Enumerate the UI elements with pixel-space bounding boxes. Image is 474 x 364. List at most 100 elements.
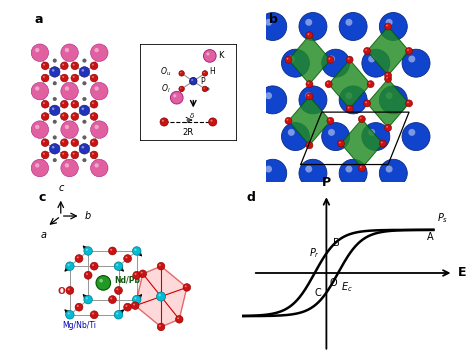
Circle shape — [52, 107, 55, 110]
Circle shape — [65, 310, 74, 319]
Circle shape — [35, 48, 39, 52]
Circle shape — [287, 119, 288, 121]
Circle shape — [53, 158, 56, 162]
Circle shape — [407, 102, 409, 103]
Circle shape — [259, 86, 287, 114]
Circle shape — [265, 19, 272, 26]
Circle shape — [90, 100, 98, 108]
Circle shape — [41, 151, 49, 159]
Circle shape — [94, 86, 99, 91]
Circle shape — [31, 44, 49, 62]
Circle shape — [73, 76, 74, 78]
Circle shape — [346, 105, 353, 112]
Text: O: O — [330, 278, 337, 288]
Circle shape — [65, 262, 74, 270]
Circle shape — [62, 64, 64, 66]
Circle shape — [86, 297, 88, 299]
Circle shape — [49, 105, 60, 116]
Circle shape — [79, 105, 90, 116]
Circle shape — [65, 125, 69, 129]
Circle shape — [346, 19, 353, 26]
Circle shape — [282, 49, 310, 77]
Circle shape — [96, 276, 110, 290]
Circle shape — [92, 76, 94, 78]
Circle shape — [35, 163, 39, 167]
Circle shape — [308, 95, 309, 96]
Circle shape — [90, 151, 98, 159]
Polygon shape — [135, 266, 187, 327]
Circle shape — [322, 49, 350, 77]
Circle shape — [114, 262, 123, 270]
Text: $P_r$: $P_r$ — [309, 246, 319, 260]
Circle shape — [75, 254, 83, 262]
Circle shape — [175, 316, 183, 323]
Polygon shape — [328, 60, 371, 108]
Circle shape — [386, 25, 388, 26]
Circle shape — [61, 74, 68, 82]
Circle shape — [135, 249, 137, 251]
Circle shape — [61, 139, 68, 147]
Circle shape — [94, 125, 99, 129]
Circle shape — [133, 271, 141, 279]
Circle shape — [288, 55, 295, 63]
Circle shape — [43, 102, 45, 104]
Circle shape — [156, 292, 165, 301]
Circle shape — [346, 166, 353, 173]
Circle shape — [408, 129, 415, 136]
Circle shape — [171, 91, 183, 104]
Circle shape — [365, 49, 367, 51]
Circle shape — [306, 81, 313, 88]
Circle shape — [75, 303, 83, 311]
Circle shape — [126, 256, 128, 258]
Circle shape — [71, 112, 79, 120]
Circle shape — [41, 139, 49, 147]
Circle shape — [86, 273, 88, 275]
Circle shape — [43, 114, 45, 116]
Text: $O_l$: $O_l$ — [162, 83, 171, 95]
Circle shape — [84, 295, 92, 304]
Circle shape — [92, 64, 94, 66]
Circle shape — [114, 310, 123, 319]
Circle shape — [53, 97, 56, 101]
Circle shape — [386, 74, 388, 75]
Circle shape — [94, 48, 99, 52]
Circle shape — [346, 56, 353, 63]
Circle shape — [86, 249, 88, 251]
Circle shape — [61, 151, 68, 159]
Circle shape — [91, 44, 108, 62]
Circle shape — [346, 92, 353, 99]
Circle shape — [299, 86, 327, 114]
Text: P: P — [322, 176, 331, 189]
Circle shape — [91, 121, 108, 138]
Text: a: a — [35, 12, 43, 25]
Circle shape — [339, 86, 367, 114]
Circle shape — [52, 69, 55, 72]
Circle shape — [133, 304, 135, 305]
Circle shape — [124, 303, 132, 311]
Circle shape — [306, 142, 313, 149]
Circle shape — [65, 86, 69, 91]
Circle shape — [159, 325, 161, 327]
Text: K: K — [219, 51, 224, 60]
Text: Mg/Nb/Ti: Mg/Nb/Ti — [62, 321, 96, 330]
Circle shape — [53, 59, 56, 62]
Polygon shape — [289, 96, 330, 145]
Circle shape — [328, 55, 335, 63]
Circle shape — [282, 123, 310, 151]
Circle shape — [84, 247, 92, 255]
Circle shape — [52, 146, 55, 149]
Circle shape — [43, 153, 45, 155]
Circle shape — [92, 313, 94, 314]
Circle shape — [158, 294, 161, 296]
Circle shape — [84, 271, 92, 279]
Circle shape — [62, 102, 64, 104]
Circle shape — [61, 82, 78, 100]
Circle shape — [41, 100, 49, 108]
Circle shape — [92, 141, 94, 142]
Polygon shape — [289, 35, 330, 84]
Circle shape — [364, 47, 371, 55]
Circle shape — [288, 129, 295, 136]
Circle shape — [379, 159, 407, 187]
Circle shape — [94, 163, 99, 167]
Text: c: c — [58, 183, 64, 193]
